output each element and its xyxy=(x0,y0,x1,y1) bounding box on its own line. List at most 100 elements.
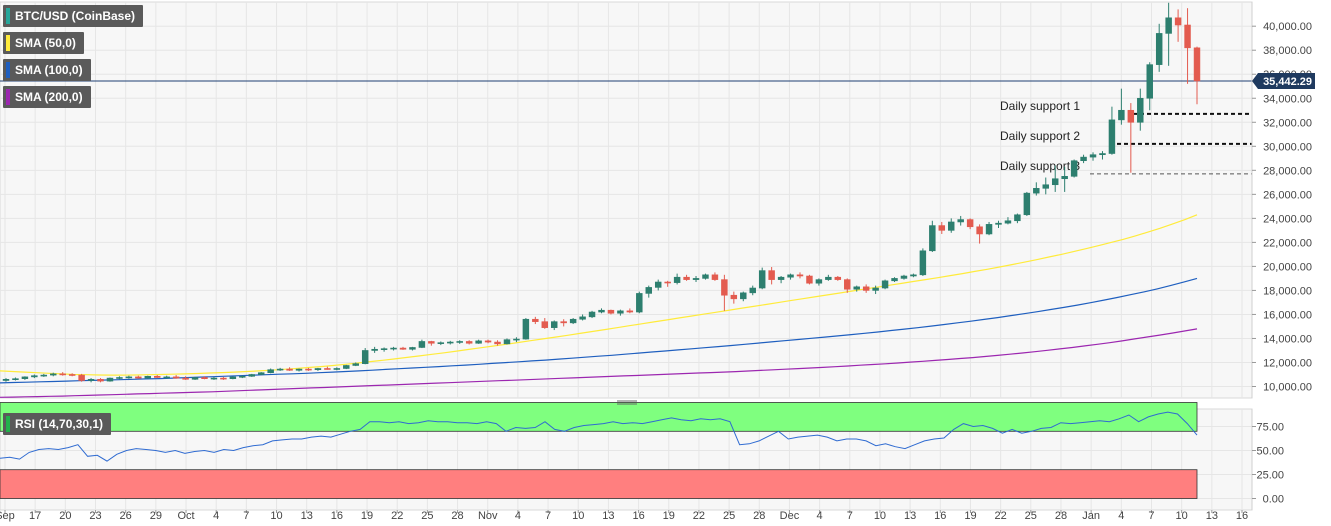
candle-body xyxy=(1184,24,1191,49)
x-tick-label: 16 xyxy=(1236,510,1248,522)
legend-sma100[interactable]: SMA (100,0) xyxy=(3,59,91,81)
candle-body xyxy=(626,310,634,313)
rsi-line xyxy=(0,411,1198,462)
candle-body xyxy=(503,339,511,345)
x-tick-label: 26 xyxy=(120,510,132,522)
candle-body xyxy=(1061,176,1068,180)
candle-body xyxy=(191,377,199,380)
legend-sma100-swatch xyxy=(6,62,10,78)
candle-body xyxy=(1146,64,1153,99)
candle-body xyxy=(1070,160,1078,177)
x-tick-label: 7 xyxy=(1148,510,1154,522)
candle-body xyxy=(1089,154,1097,158)
candle-body xyxy=(314,368,322,370)
candle-body xyxy=(995,222,1002,225)
x-tick-label: 4 xyxy=(213,510,219,522)
x-tick-label: Sep xyxy=(0,510,15,522)
rsi-y-tick-label: 25.00 xyxy=(1256,470,1284,482)
candle-body xyxy=(976,226,983,235)
candle-body xyxy=(390,347,397,350)
candle-body xyxy=(910,274,917,277)
candle-body xyxy=(825,276,832,280)
candle-body xyxy=(154,375,161,378)
legend-sma50[interactable]: SMA (50,0) xyxy=(3,32,84,54)
candle-body xyxy=(721,279,728,296)
candle-body xyxy=(929,225,936,252)
x-tick-label: 4 xyxy=(817,510,823,522)
x-tick-label: Oct xyxy=(177,510,194,522)
candle-body xyxy=(617,310,624,314)
candle-body xyxy=(1023,192,1031,216)
x-tick-label: 23 xyxy=(89,510,101,522)
legend-sma200[interactable]: SMA (200,0) xyxy=(3,86,91,108)
x-tick-label: 10 xyxy=(270,510,282,522)
candle-body xyxy=(834,276,842,280)
candle-body xyxy=(749,287,756,294)
candle-body xyxy=(50,373,57,376)
y-tick-label: 30,000.00 xyxy=(1263,141,1312,153)
x-tick-label: 7 xyxy=(545,510,551,522)
candle-body xyxy=(1042,184,1049,189)
candle-body xyxy=(418,341,426,348)
candle-body xyxy=(560,321,567,324)
panel-resize-handle[interactable] xyxy=(612,398,642,408)
candle-body xyxy=(40,374,48,377)
legend-main-label: BTC/USD (CoinBase) xyxy=(15,9,136,23)
candle-body xyxy=(777,276,785,280)
candle-body xyxy=(853,286,860,290)
candle-body xyxy=(295,368,303,371)
candle-body xyxy=(361,350,369,364)
candle-body xyxy=(919,250,927,276)
sma-line xyxy=(0,328,1198,398)
support-label: Daily support 1 xyxy=(1000,99,1080,113)
legend-main-swatch xyxy=(6,8,10,24)
support-label: Daily support 3 xyxy=(1000,159,1080,173)
candle-body xyxy=(144,375,152,379)
candle-body xyxy=(1118,109,1125,121)
x-tick-label: 4 xyxy=(1118,510,1124,522)
candle-body xyxy=(87,378,95,381)
candle-body xyxy=(475,340,482,344)
legend-sma200-label: SMA (200,0) xyxy=(15,90,83,104)
x-tick-label: 13 xyxy=(301,510,313,522)
candle-body xyxy=(1080,156,1087,162)
candle-body xyxy=(428,341,435,344)
candle-body xyxy=(891,278,898,282)
candle-body xyxy=(1004,220,1012,224)
legend-sma50-label: SMA (50,0) xyxy=(15,36,76,50)
candle-body xyxy=(1193,47,1201,82)
candle-body xyxy=(267,369,274,373)
x-tick-label: 22 xyxy=(391,510,403,522)
x-tick-label: 10 xyxy=(874,510,886,522)
candle-body xyxy=(12,378,19,380)
candle-body xyxy=(862,286,870,291)
legend-rsi[interactable]: RSI (14,70,30,1) xyxy=(3,413,112,435)
y-tick-label: 10,000.00 xyxy=(1263,382,1312,394)
candle-body xyxy=(1108,119,1116,154)
candle-body xyxy=(579,316,586,320)
y-tick-label: 24,000.00 xyxy=(1263,213,1312,225)
candle-body xyxy=(324,368,331,370)
x-tick-label: 16 xyxy=(934,510,946,522)
candle-body xyxy=(673,276,681,283)
candle-body xyxy=(551,321,558,328)
candle-body xyxy=(371,348,378,351)
y-tick-label: 38,000.00 xyxy=(1263,45,1312,57)
price-tag-bg xyxy=(1252,72,1315,89)
candle-body xyxy=(768,270,775,280)
candle-body xyxy=(1014,214,1021,222)
legend-main[interactable]: BTC/USD (CoinBase) xyxy=(3,5,144,27)
x-tick-label: 16 xyxy=(331,510,343,522)
candle-body xyxy=(182,377,189,380)
x-tick-label: 25 xyxy=(1025,510,1037,522)
support-label: Daily support 2 xyxy=(1000,129,1080,143)
candle-body xyxy=(343,365,350,369)
x-tick-label: Nov xyxy=(478,510,498,522)
candle-body xyxy=(702,274,709,279)
candle-body xyxy=(447,341,454,344)
rsi-overbought-zone xyxy=(0,402,1198,432)
candle-body xyxy=(900,275,908,279)
x-tick-label: 17 xyxy=(29,510,41,522)
